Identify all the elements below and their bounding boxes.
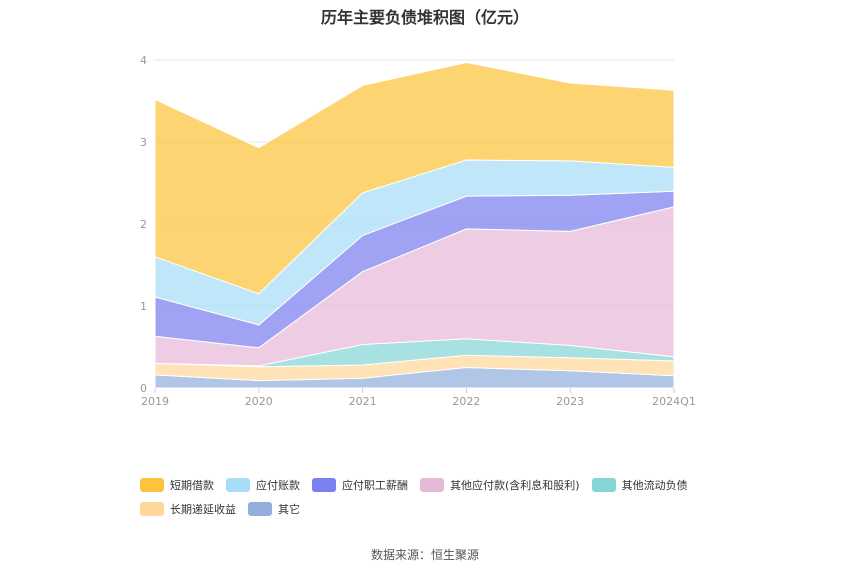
x-tick-label: 2020 (245, 395, 273, 408)
y-tick-label: 0 (140, 382, 147, 395)
legend-swatch (140, 478, 164, 492)
x-axis: 2019 2020 2021 2022 2023 2024Q1 (141, 388, 696, 408)
legend-label: 短期借款 (170, 479, 214, 492)
x-tick-label: 2022 (452, 395, 480, 408)
legend-label: 长期递延收益 (170, 503, 236, 516)
legend-row: 长期递延收益 其它 (140, 497, 780, 521)
y-tick-label: 1 (140, 300, 147, 313)
legend-item[interactable]: 长期递延收益 (140, 501, 236, 517)
y-tick-label: 3 (140, 136, 147, 149)
y-tick-label: 2 (140, 218, 147, 231)
legend-item[interactable]: 短期借款 (140, 477, 214, 493)
y-tick-label: 4 (140, 54, 147, 67)
x-tick-label: 2024Q1 (652, 395, 696, 408)
legend-swatch (248, 502, 272, 516)
legend-item[interactable]: 其他应付款(含利息和股利) (420, 477, 580, 493)
legend-item[interactable]: 应付账款 (226, 477, 300, 493)
legend-row: 短期借款 应付账款 应付职工薪酬 其他应付款(含利息和股利) 其他流动负债 (140, 473, 780, 497)
legend-label: 其他应付款(含利息和股利) (450, 479, 580, 492)
x-tick-label: 2023 (556, 395, 584, 408)
legend-item[interactable]: 应付职工薪酬 (312, 477, 408, 493)
legend-label: 应付职工薪酬 (342, 479, 408, 492)
legend-swatch (420, 478, 444, 492)
area-短期借款 (154, 61, 675, 295)
stacked-area-chart: 0 1 2 3 4 2019 2020 2021 2022 2023 2024Q1 (140, 54, 696, 408)
legend-label: 应付账款 (256, 479, 300, 492)
data-source-note: 数据来源：恒生聚源 (370, 548, 479, 562)
area-series (154, 61, 675, 389)
legend-item[interactable]: 其他流动负债 (591, 477, 688, 493)
legend-swatch (312, 478, 336, 492)
legend-item[interactable]: 其它 (248, 501, 300, 517)
legend-label: 其它 (278, 503, 300, 516)
legend-swatch (226, 478, 250, 492)
x-tick-label: 2019 (141, 395, 169, 408)
chart-title: 历年主要负债堆积图（亿元） (320, 8, 529, 27)
legend-swatch (140, 502, 164, 516)
legend: 短期借款 应付账款 应付职工薪酬 其他应付款(含利息和股利) 其他流动负债 长期递延收益… (140, 473, 780, 521)
y-axis: 0 1 2 3 4 (140, 54, 147, 395)
x-tick-label: 2021 (349, 395, 377, 408)
legend-label: 其他流动负债 (621, 479, 688, 492)
legend-swatch (591, 478, 616, 492)
